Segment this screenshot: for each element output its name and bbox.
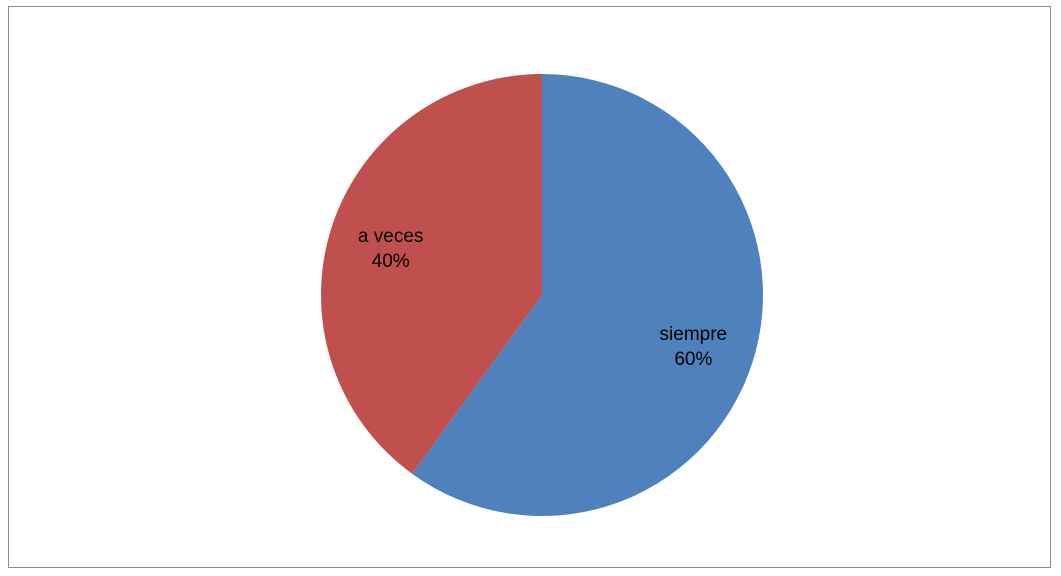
slice-label-siempre: siempre: [660, 324, 728, 345]
pie-labels: siempre 60% a veces 40%: [358, 226, 727, 370]
pie-slices: [320, 74, 763, 516]
pie-slice-a-veces: [320, 74, 542, 474]
slice-percent-siempre: 60%: [674, 349, 712, 370]
slice-percent-a-veces: 40%: [372, 251, 410, 272]
slice-label-a-veces: a veces: [358, 226, 423, 247]
pie-slice-siempre: [412, 74, 763, 516]
